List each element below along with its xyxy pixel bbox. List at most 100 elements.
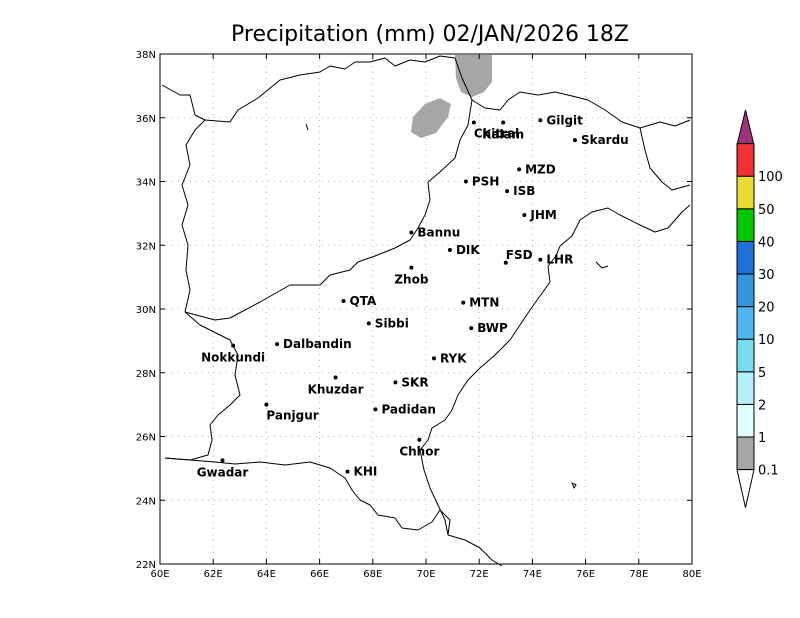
legend-label: 2 bbox=[758, 398, 766, 413]
city-dot bbox=[471, 120, 476, 125]
city-dot bbox=[231, 343, 236, 348]
legend-swatch bbox=[736, 436, 755, 471]
legend-swatch bbox=[736, 371, 755, 405]
city-label: Bannu bbox=[417, 226, 460, 240]
legend-arrow-top bbox=[736, 109, 755, 146]
precip-shading bbox=[411, 55, 492, 138]
legend-label: 40 bbox=[758, 235, 775, 250]
lat-lon-grid bbox=[160, 54, 692, 564]
city-dot bbox=[463, 179, 468, 184]
y-tick-label: 38N bbox=[136, 50, 156, 61]
city-label: Khuzdar bbox=[308, 383, 364, 397]
city-label: RYK bbox=[440, 351, 467, 365]
iran-pak-border bbox=[164, 311, 241, 461]
legend-label: 50 bbox=[758, 203, 775, 218]
legend-swatch bbox=[736, 240, 755, 275]
city-label: KHI bbox=[354, 465, 378, 479]
y-tick-label: 30N bbox=[136, 305, 156, 316]
city-label: Chhor bbox=[399, 445, 439, 459]
city-dot bbox=[538, 257, 543, 262]
city-dot bbox=[264, 402, 269, 407]
x-tick-label: 68E bbox=[363, 569, 382, 580]
city-dot bbox=[409, 265, 414, 270]
x-axis-ticks: 60E 62E 64E 66E 68E 70E 72E 74E 76E 78E 80E bbox=[150, 54, 702, 580]
x-tick-label: 72E bbox=[470, 569, 489, 580]
legend-arrow-bottom bbox=[736, 469, 755, 508]
inland-lake bbox=[595, 261, 609, 269]
iran-afghan-border bbox=[181, 119, 206, 313]
city-dot bbox=[469, 326, 474, 331]
city-dot bbox=[461, 300, 466, 305]
legend-swatch bbox=[736, 403, 755, 438]
city-label: Sibbi bbox=[375, 316, 409, 330]
city-label: LHR bbox=[546, 253, 573, 267]
city-label: Nokkundi bbox=[201, 351, 265, 365]
legend-label: 100 bbox=[758, 170, 783, 185]
y-tick-label: 26N bbox=[136, 433, 156, 444]
city-label: Gwadar bbox=[197, 465, 249, 479]
city-dot bbox=[505, 189, 510, 194]
legend-swatch bbox=[736, 143, 755, 177]
x-tick-label: 80E bbox=[682, 569, 701, 580]
pak-india-border bbox=[419, 204, 691, 536]
legend-label: 1 bbox=[758, 431, 766, 446]
y-tick-label: 24N bbox=[136, 496, 156, 507]
city-label: BWP bbox=[477, 321, 508, 335]
city-label: MZD bbox=[525, 162, 556, 176]
x-tick-label: 76E bbox=[576, 569, 595, 580]
city-label: Gilgit bbox=[546, 113, 583, 127]
city-dot bbox=[409, 230, 414, 235]
legend-label: 0.1 bbox=[758, 464, 779, 479]
legend-label: 10 bbox=[758, 333, 775, 348]
country-borders bbox=[161, 55, 691, 567]
city-markers: Chitral Gilgit Kalam Skardu MZD PSH ISB JHM Bann… bbox=[197, 113, 629, 479]
city-dot bbox=[501, 120, 506, 125]
color-legend: 0.1 1 2 5 10 20 30 40 50 100 bbox=[736, 109, 783, 508]
city-dot bbox=[447, 248, 452, 253]
city-label: MTN bbox=[469, 296, 499, 310]
x-tick-label: 78E bbox=[629, 569, 648, 580]
city-label: ISB bbox=[513, 184, 535, 198]
city-label: Dalbandin bbox=[283, 337, 352, 351]
city-label: Skardu bbox=[581, 133, 629, 147]
small-river bbox=[305, 123, 309, 131]
city-dot bbox=[373, 407, 378, 412]
legend-swatch bbox=[736, 338, 755, 373]
legend-swatch bbox=[736, 175, 755, 210]
city-dot bbox=[366, 321, 371, 326]
city-dot bbox=[417, 437, 422, 442]
precip-area-north bbox=[455, 55, 492, 97]
city-dot bbox=[538, 118, 543, 123]
legend-label: 20 bbox=[758, 301, 775, 316]
x-tick-label: 60E bbox=[150, 569, 169, 580]
y-tick-label: 22N bbox=[136, 560, 156, 571]
pak-coastline bbox=[164, 457, 451, 536]
legend-swatch bbox=[736, 208, 755, 242]
city-dot bbox=[517, 167, 522, 172]
city-dot bbox=[572, 138, 577, 143]
x-tick-label: 66E bbox=[310, 569, 329, 580]
city-label: FSD bbox=[506, 248, 533, 262]
y-tick-label: 34N bbox=[136, 178, 156, 189]
city-dot bbox=[220, 458, 225, 463]
x-tick-label: 62E bbox=[204, 569, 223, 580]
city-dot bbox=[333, 375, 338, 380]
city-label: Chitral bbox=[474, 127, 519, 141]
legend-label: 30 bbox=[758, 268, 775, 283]
city-label: DIK bbox=[456, 243, 480, 257]
island-1 bbox=[571, 482, 577, 489]
x-tick-label: 64E bbox=[257, 569, 276, 580]
x-tick-label: 70E bbox=[416, 569, 435, 580]
map-title: Precipitation (mm) 02/JAN/2026 18Z bbox=[231, 22, 629, 47]
city-label: JHM bbox=[529, 208, 556, 222]
city-label: Panjgur bbox=[266, 409, 318, 423]
city-dot bbox=[522, 212, 527, 217]
y-tick-label: 36N bbox=[136, 114, 156, 125]
city-label: SKR bbox=[401, 375, 428, 389]
city-label: PSH bbox=[472, 175, 499, 189]
ladakh-boundary bbox=[639, 127, 691, 191]
legend-swatch bbox=[736, 306, 755, 340]
y-tick-label: 32N bbox=[136, 241, 156, 252]
city-dot bbox=[393, 380, 398, 385]
